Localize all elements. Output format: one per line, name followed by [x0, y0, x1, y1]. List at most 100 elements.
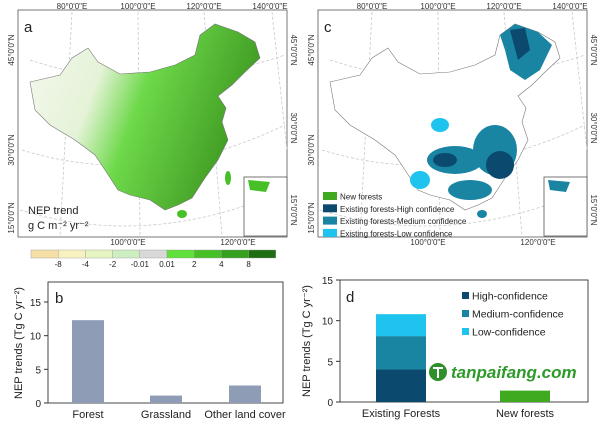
panel-label-d: d [346, 289, 354, 306]
legend-swatch [323, 204, 337, 213]
chart-d: d NEP trends (Tg C yr⁻²) 0 5 10 15 Existing … [301, 276, 589, 420]
legend-label: New forests [340, 193, 382, 202]
legend-swatch [462, 328, 469, 335]
y-tick-label: 10 [30, 332, 42, 343]
lat-label: 30°0'0"N [589, 112, 598, 143]
lat-label: 15°0'0"N [7, 202, 16, 233]
forest-patches [410, 24, 552, 218]
lon-label: 120°0'0"E [520, 238, 555, 247]
legend-swatch [323, 228, 337, 237]
colorbar-bin [85, 249, 113, 259]
lat-label: 15°0'0"N [289, 194, 298, 225]
colorbar-tick-label: -2 [109, 260, 117, 269]
lat-label: 45°0'0"N [307, 34, 316, 65]
colorbar: -8 -4 -2 -0.01 0.01 2 4 8 [30, 249, 277, 269]
lon-label: 140°0'0"E [252, 2, 287, 11]
colorbar-bin [112, 249, 140, 259]
taiwan-island [225, 171, 231, 185]
colorbar-tick-label: 8 [246, 260, 251, 269]
inset-land [548, 180, 570, 192]
lat-label: 30°0'0"N [7, 134, 16, 165]
colorbar-tick-label: 4 [219, 260, 224, 269]
watermark-text: tanpaifang.com [451, 363, 577, 382]
legend-unit: g C m⁻² yr⁻² [28, 220, 89, 232]
colorbar-bin [139, 249, 168, 259]
y-axis-label: NEP trends (Tg C yr⁻²) [301, 285, 313, 397]
lon-label: 80°0'0"E [357, 2, 388, 11]
colorbar-tick-label: 2 [192, 260, 197, 269]
colorbar-tick-label: -0.01 [131, 260, 150, 269]
panel-label-a: a [24, 19, 33, 36]
lon-label: 140°0'0"E [552, 2, 587, 11]
bar-segment-high-confidence [376, 369, 426, 402]
colorbar-bin [248, 249, 277, 259]
bar-other-land-cover [229, 385, 261, 403]
colorbar-bin [221, 249, 249, 259]
lat-label: 15°0'0"N [589, 194, 598, 225]
y-axis-label: NEP trends (Tg C yr⁻²) [13, 287, 25, 399]
lon-label: 100°0'0"E [110, 238, 145, 247]
map-c-legend: New forests Existing forests-High confide… [323, 192, 467, 238]
colorbar-tick-label: 0.01 [159, 260, 175, 269]
x-tick-label: New forests [496, 408, 555, 420]
bar-forest [72, 320, 104, 403]
x-tick-label: Other land cover [204, 409, 286, 421]
x-tick-label: Existing Forests [362, 408, 441, 420]
lat-label: 45°0'0"N [589, 34, 598, 65]
legend-label: High-confidence [472, 291, 548, 303]
colorbar-bin [166, 249, 195, 259]
y-tick-label: 5 [327, 357, 333, 368]
hainan-island [177, 210, 187, 218]
legend-title: NEP trend [28, 205, 79, 217]
x-tick-label: Grassland [141, 409, 191, 421]
legend-label: Existing forests-Low confidence [340, 229, 453, 238]
bar-segment-low-confidence [376, 314, 426, 337]
y-tick-label: 0 [35, 399, 41, 410]
legend-label: Existing forests-High confidence [340, 205, 455, 214]
watermark: tanpaifang.com [429, 363, 577, 382]
lat-label: 30°0'0"N [289, 112, 298, 143]
lon-label: 120°0'0"E [186, 2, 221, 11]
lon-label: 80°0'0"E [57, 2, 88, 11]
lat-label: 15°0'0"N [307, 202, 316, 233]
lon-label: 100°0'0"E [410, 238, 445, 247]
colorbar-bin [193, 249, 222, 259]
colorbar-bin [58, 249, 86, 259]
lon-label: 100°0'0"E [120, 2, 155, 11]
panel-label-c: c [324, 19, 332, 36]
legend-label: Medium-confidence [472, 309, 564, 321]
chart-b: b NEP trends (Tg C yr⁻²) 0 5 10 15 Forest Gra… [13, 281, 286, 421]
colorbar-tick-label: -4 [82, 260, 90, 269]
y-tick-label: 0 [327, 398, 333, 409]
bar-new-forests [500, 390, 550, 402]
china-outline [29, 23, 261, 211]
bar-grassland [150, 395, 182, 403]
lon-label: 100°0'0"E [420, 2, 455, 11]
panel-label-b: b [55, 290, 63, 307]
plot-frame [339, 279, 589, 403]
y-tick-label: 15 [322, 276, 334, 287]
y-tick-label: 5 [35, 365, 41, 376]
legend-swatch [323, 192, 337, 200]
legend-swatch [323, 216, 337, 225]
y-tick-label: 10 [322, 317, 334, 328]
legend-label: Low-confidence [472, 327, 546, 339]
legend-swatch [462, 310, 469, 317]
lat-label: 45°0'0"N [289, 34, 298, 65]
lon-label: 120°0'0"E [486, 2, 521, 11]
bar-segment-medium-confidence [376, 336, 426, 370]
lon-label: 120°0'0"E [220, 238, 255, 247]
legend-label: Existing forests-Medium confidence [340, 217, 467, 226]
y-tick-label: 15 [30, 298, 42, 309]
panel-a-map: a 80°0'0"E 100°0'0"E 120°0'0"E 140°0'0"E… [7, 2, 298, 247]
legend-swatch [462, 292, 469, 299]
lat-label: 30°0'0"N [307, 134, 316, 165]
lat-label: 45°0'0"N [7, 34, 16, 65]
watermark-logo-glyph [433, 367, 443, 378]
colorbar-tick-label: -8 [55, 260, 63, 269]
colorbar-bin [30, 249, 59, 259]
inset-land [248, 180, 270, 192]
x-tick-label: Forest [72, 409, 103, 421]
panel-c-map: c 80°0'0"E 100°0'0"E 120°0'0"E 140°0'0"E… [307, 2, 598, 247]
